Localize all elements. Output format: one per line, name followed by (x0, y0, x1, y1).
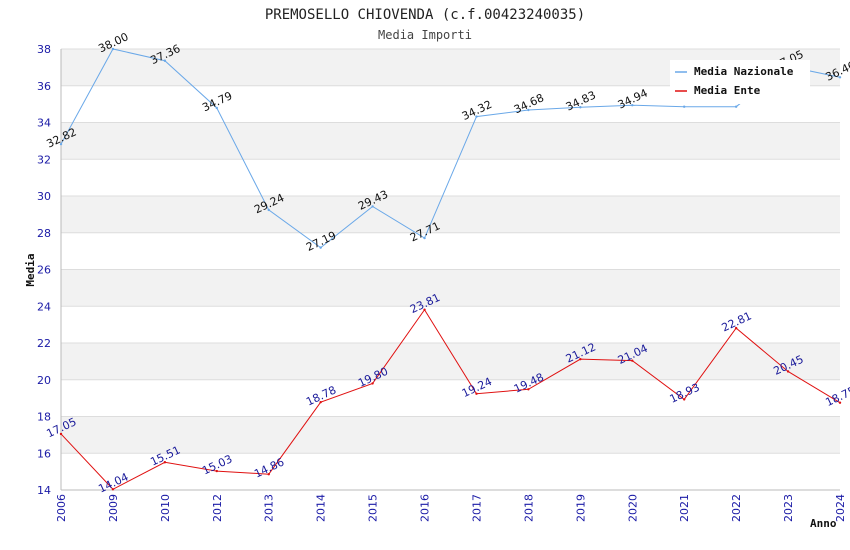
legend: Media Nazionale Media Ente (670, 60, 810, 104)
data-point (786, 370, 790, 373)
data-point (734, 326, 738, 330)
x-tick-label: 2016 (419, 494, 432, 522)
data-point (267, 208, 270, 212)
y-tick-label: 34 (37, 117, 51, 130)
data-point (111, 47, 115, 51)
x-tick-label: 2020 (626, 494, 639, 522)
data-label: 18.93 (668, 381, 702, 406)
x-tick-label: 2014 (315, 494, 328, 522)
data-point (527, 388, 530, 391)
series-line-media-ente (60, 308, 841, 490)
data-label: 15.03 (200, 452, 234, 477)
data-label: 18.78 (304, 383, 338, 408)
grid-bands (61, 49, 840, 454)
data-point (319, 246, 322, 249)
data-point (734, 105, 738, 108)
y-tick-label: 16 (37, 447, 51, 460)
data-label: 34.83 (564, 89, 598, 114)
data-point (215, 469, 218, 473)
data-point (59, 432, 63, 436)
y-tick-label: 22 (37, 337, 51, 350)
x-tick-label: 2019 (574, 494, 587, 522)
data-point (631, 359, 634, 362)
data-point (163, 461, 167, 464)
y-tick-label: 24 (37, 300, 51, 313)
y-tick-label: 28 (37, 227, 51, 240)
x-tick-label: 2012 (211, 494, 224, 522)
data-point (475, 115, 478, 118)
grid-band (61, 122, 840, 160)
data-label: 14.86 (252, 455, 286, 480)
data-point (579, 106, 582, 109)
x-tick-label: 2015 (367, 494, 380, 522)
y-axis-label: Media (24, 253, 37, 286)
data-point (163, 59, 167, 62)
grid-lines (61, 48, 840, 491)
x-tick-label: 2018 (522, 494, 535, 522)
data-point (267, 472, 270, 476)
chart-subtitle: Media Importi (378, 28, 472, 42)
x-tick-label: 2006 (55, 494, 68, 522)
y-tick-label: 20 (37, 374, 51, 387)
x-tick-label: 2009 (107, 494, 120, 522)
legend-box (670, 60, 810, 104)
data-point (423, 236, 426, 240)
data-label: 34.32 (460, 98, 494, 123)
y-tick-label: 38 (37, 43, 51, 56)
y-tick-label: 14 (37, 484, 51, 497)
legend-label-nazionale: Media Nazionale (694, 65, 794, 78)
data-point (371, 205, 374, 208)
y-tick-label: 30 (37, 190, 51, 203)
x-axis-label: Anno (810, 517, 837, 530)
x-tick-label: 2017 (470, 494, 483, 522)
data-label: 14.04 (96, 471, 130, 496)
data-point (579, 357, 582, 361)
data-point (371, 382, 374, 385)
y-tick-label: 36 (37, 80, 51, 93)
data-label: 34.68 (512, 91, 546, 116)
data-point (683, 398, 686, 401)
data-point (527, 108, 530, 112)
data-label: 34.94 (616, 87, 650, 112)
data-label: 22.81 (720, 309, 754, 334)
grid-band (61, 196, 840, 233)
data-point (111, 488, 115, 491)
chart-title: PREMOSELLO CHIOVENDA (c.f.00423240035) (265, 7, 585, 23)
grid-band (61, 343, 840, 380)
series-lines (59, 47, 842, 491)
x-tick-label: 2021 (678, 494, 691, 522)
x-tick-label: 2022 (730, 494, 743, 522)
data-label: 34.79 (200, 89, 234, 114)
y-tick-label: 26 (37, 264, 51, 277)
y-axis-ticks: 14 16 18 20 22 24 26 28 30 32 34 36 38 (37, 43, 51, 497)
data-point (475, 392, 478, 395)
data-point (423, 308, 426, 311)
grid-band (61, 416, 840, 454)
x-tick-label: 2010 (159, 494, 172, 522)
x-tick-label: 2023 (782, 494, 795, 522)
data-label: 18.75 (823, 384, 850, 409)
y-tick-label: 32 (37, 153, 51, 166)
x-tick-label: 2024 (834, 494, 847, 522)
data-point (838, 401, 842, 404)
y-tick-label: 18 (37, 411, 51, 424)
x-tick-label: 2013 (263, 494, 276, 522)
data-point (319, 400, 322, 404)
legend-label-ente: Media Ente (694, 84, 761, 97)
axes (60, 49, 840, 491)
data-point (631, 104, 634, 107)
data-point (838, 76, 842, 79)
data-point (215, 106, 218, 110)
data-point (683, 105, 686, 108)
grid-band (61, 269, 840, 307)
series-line-media-nazionale (60, 48, 841, 249)
x-axis-ticks: 2006 2009 2010 2012 2013 2014 2015 2016 2017 2018… (55, 494, 847, 522)
data-point (59, 142, 63, 146)
